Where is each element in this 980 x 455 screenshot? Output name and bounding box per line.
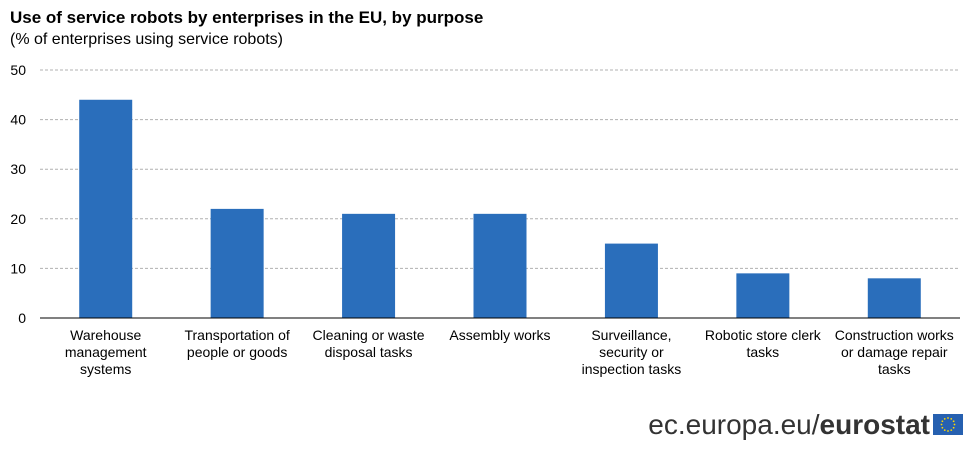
y-tick-label: 10 xyxy=(10,260,26,276)
bar[interactable] xyxy=(79,99,133,318)
x-category-label: Surveillance, security or inspection tas… xyxy=(581,327,682,377)
chart-title: Use of service robots by enterprises in … xyxy=(10,8,484,27)
y-tick-label: 50 xyxy=(10,62,26,78)
x-category-label: Assembly works xyxy=(449,327,551,343)
x-category-label: Warehouse management systems xyxy=(64,327,147,377)
y-tick-label: 30 xyxy=(10,161,26,177)
flag-star xyxy=(950,417,953,420)
bar[interactable] xyxy=(736,273,790,318)
flag-star xyxy=(943,429,946,432)
y-tick-label: 40 xyxy=(10,112,26,128)
footer-brand: eurostat xyxy=(819,409,930,440)
bar[interactable] xyxy=(342,213,396,318)
bar[interactable] xyxy=(210,208,264,318)
flag-star xyxy=(950,429,953,432)
bar[interactable] xyxy=(604,243,658,318)
x-category-label: Cleaning or waste disposal tasks xyxy=(312,327,425,360)
bar[interactable] xyxy=(867,278,921,318)
flag-star xyxy=(947,430,949,432)
flag-star xyxy=(940,423,943,426)
flag-star xyxy=(952,426,955,429)
x-category-label: Transportation of people or goods xyxy=(184,327,290,360)
flag-star xyxy=(953,423,956,426)
y-tick-label: 0 xyxy=(18,310,26,326)
x-category-label: Robotic store clerk tasks xyxy=(704,327,821,360)
footer-site: ec.europa.eu/ xyxy=(648,409,820,440)
bar-chart: 0 10 20 30 40 50 xyxy=(10,62,960,326)
flag-star xyxy=(941,420,944,423)
eu-flag-icon xyxy=(933,414,963,435)
x-category-label: Construction works or damage repair task… xyxy=(834,327,954,377)
flag-star xyxy=(952,420,955,423)
flag-star xyxy=(947,417,949,419)
y-tick-label: 20 xyxy=(10,211,26,227)
bar[interactable] xyxy=(473,213,527,318)
flag-star xyxy=(941,426,944,429)
chart-subtitle: (% of enterprises using service robots) xyxy=(10,31,283,48)
flag-star xyxy=(943,417,946,420)
footer-source[interactable]: ec.europa.eu/eurostat xyxy=(648,409,930,441)
